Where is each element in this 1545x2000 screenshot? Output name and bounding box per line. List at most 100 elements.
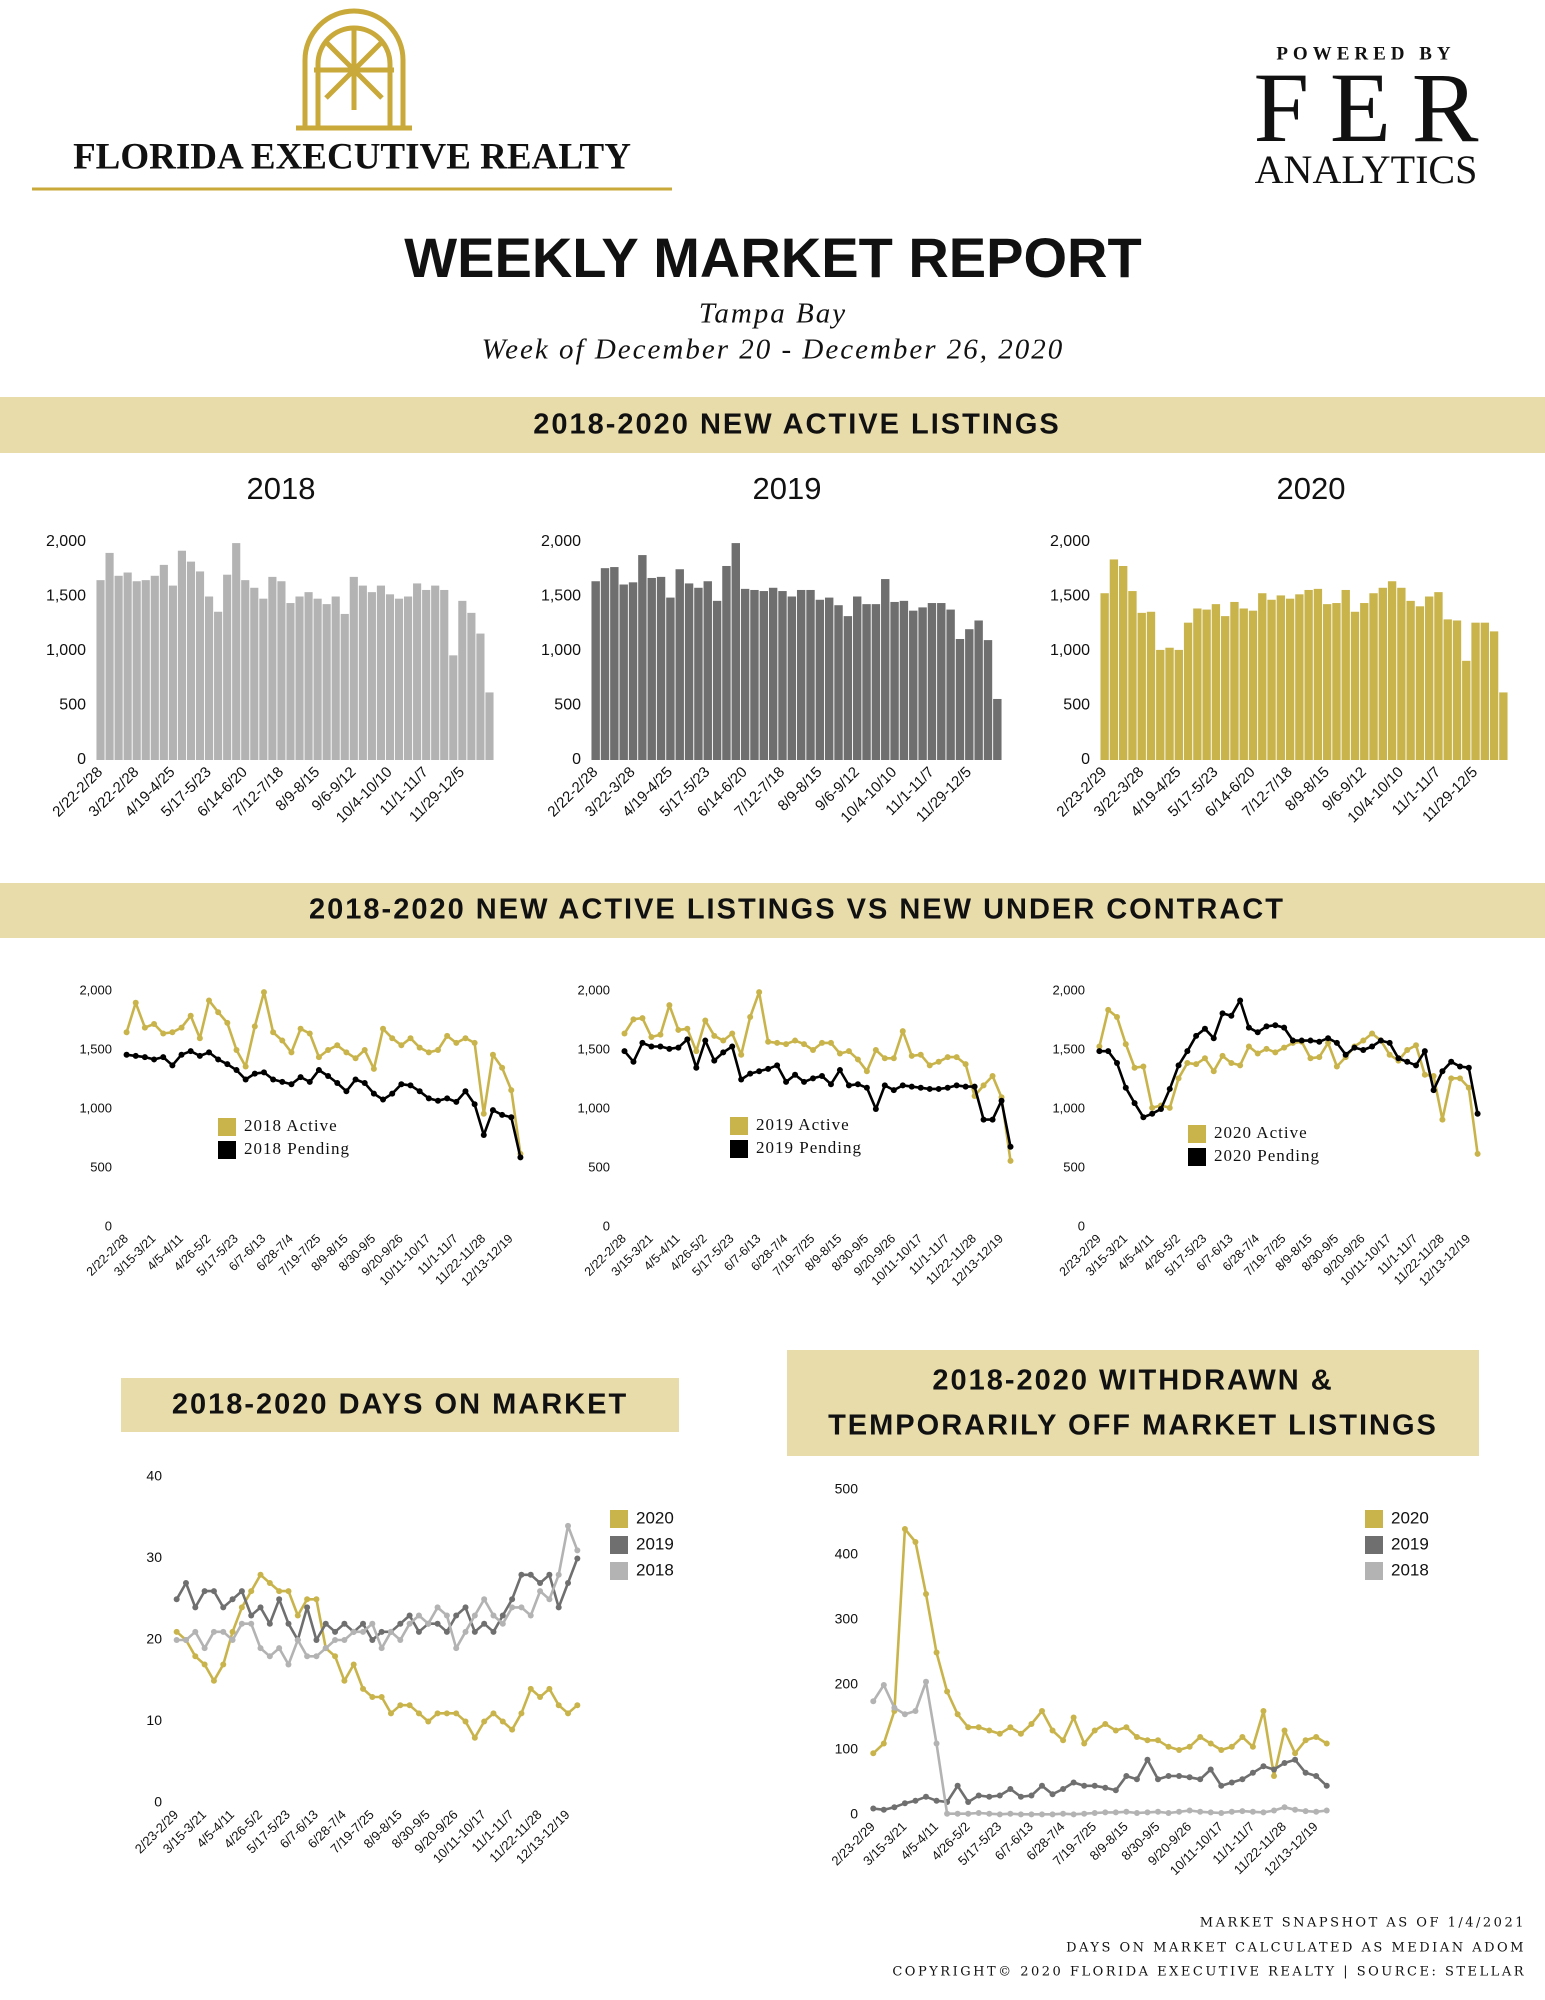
bar: [1230, 601, 1239, 760]
data-point: [257, 1645, 264, 1652]
bar: [1369, 593, 1378, 760]
data-point: [360, 1628, 367, 1635]
data-point: [1281, 1804, 1288, 1811]
data-point: [1028, 1811, 1035, 1818]
data-point: [1228, 1059, 1235, 1066]
data-point: [210, 1588, 217, 1595]
data-point: [471, 1628, 478, 1635]
data-point: [962, 1061, 969, 1068]
bar: [340, 613, 349, 760]
bar: [1221, 616, 1230, 760]
data-point: [574, 1555, 581, 1562]
data-point: [1049, 1811, 1056, 1818]
data-point: [1218, 1782, 1225, 1789]
data-point: [285, 1588, 292, 1595]
data-point: [1081, 1810, 1088, 1817]
data-point: [1351, 1044, 1358, 1051]
data-point: [304, 1604, 311, 1611]
data-point: [899, 1028, 906, 1035]
data-point: [954, 1810, 961, 1817]
data-point: [266, 1579, 273, 1586]
data-point: [756, 989, 763, 996]
bar: [1202, 609, 1211, 760]
data-point: [407, 1082, 414, 1089]
data-point: [901, 1526, 908, 1532]
bar: [656, 576, 666, 760]
data-point: [229, 1596, 236, 1603]
data-point: [248, 1588, 255, 1595]
data-point: [863, 1084, 870, 1091]
data-point: [182, 1579, 189, 1586]
data-point: [1186, 1743, 1193, 1750]
data-point: [343, 1049, 350, 1056]
data-point: [1017, 1811, 1024, 1818]
legend-swatch: [1365, 1510, 1383, 1528]
bar: [955, 639, 965, 760]
data-point: [1260, 1708, 1267, 1714]
report-title: WEEKLY MARKET REPORT: [404, 226, 1141, 289]
bar: [703, 581, 712, 760]
data-point: [574, 1702, 581, 1709]
data-point: [1323, 1782, 1330, 1789]
data-point: [998, 1097, 1005, 1104]
data-point: [774, 1039, 781, 1046]
data-point: [729, 1043, 736, 1050]
data-point: [1239, 1808, 1246, 1815]
data-point: [380, 1025, 387, 1032]
data-point: [1091, 1782, 1098, 1789]
data-point: [499, 1620, 506, 1627]
data-point: [334, 1080, 341, 1087]
banner: [0, 883, 1545, 938]
bar: [1156, 649, 1165, 760]
data-point: [206, 997, 213, 1004]
data-point: [201, 1645, 208, 1652]
data-point: [350, 1628, 357, 1635]
data-point: [933, 1740, 940, 1747]
data-point: [132, 1052, 139, 1059]
data-point: [666, 1002, 673, 1009]
y-tick-label: 1,000: [79, 1100, 112, 1115]
bar: [449, 655, 458, 760]
data-point: [1272, 1022, 1279, 1029]
bar: [467, 612, 476, 760]
data-point: [481, 1718, 488, 1725]
data-point: [926, 1062, 933, 1069]
footer-line: DAYS ON MARKET CALCULATED AS MEDIAN ADOM: [1066, 1941, 1526, 1956]
series-line: [1099, 999, 1479, 1119]
data-point: [1049, 1791, 1056, 1798]
data-point: [996, 1792, 1003, 1799]
bar: [403, 596, 413, 760]
data-point: [1292, 1756, 1299, 1763]
y-tick-label: 2,000: [577, 982, 610, 997]
data-point: [1144, 1809, 1151, 1816]
data-point: [1070, 1714, 1077, 1721]
bar: [1267, 599, 1276, 760]
bar: [824, 597, 834, 760]
bar: [610, 567, 619, 760]
data-point: [260, 989, 267, 996]
data-point: [1413, 1042, 1420, 1049]
data-point: [1165, 1743, 1172, 1750]
data-point: [471, 1734, 478, 1741]
data-point: [215, 1009, 222, 1016]
data-point: [1070, 1811, 1077, 1818]
data-point: [1281, 1024, 1288, 1031]
bar: [918, 607, 927, 760]
data-point: [1193, 1032, 1200, 1039]
data-point: [187, 1048, 194, 1055]
y-tick-label: 40: [146, 1468, 162, 1484]
bar: [96, 580, 105, 760]
data-point: [574, 1547, 581, 1554]
bar: [993, 698, 1002, 760]
series-line: [872, 1680, 1327, 1816]
data-point: [1439, 1116, 1446, 1123]
bar: [385, 594, 395, 760]
data-point: [397, 1702, 404, 1709]
legend-swatch: [1365, 1536, 1383, 1554]
data-point: [1239, 1776, 1246, 1783]
data-point: [196, 1052, 203, 1059]
data-point: [248, 1620, 255, 1627]
data-point: [224, 1061, 231, 1068]
data-point: [1123, 1808, 1130, 1815]
data-point: [881, 1082, 888, 1089]
